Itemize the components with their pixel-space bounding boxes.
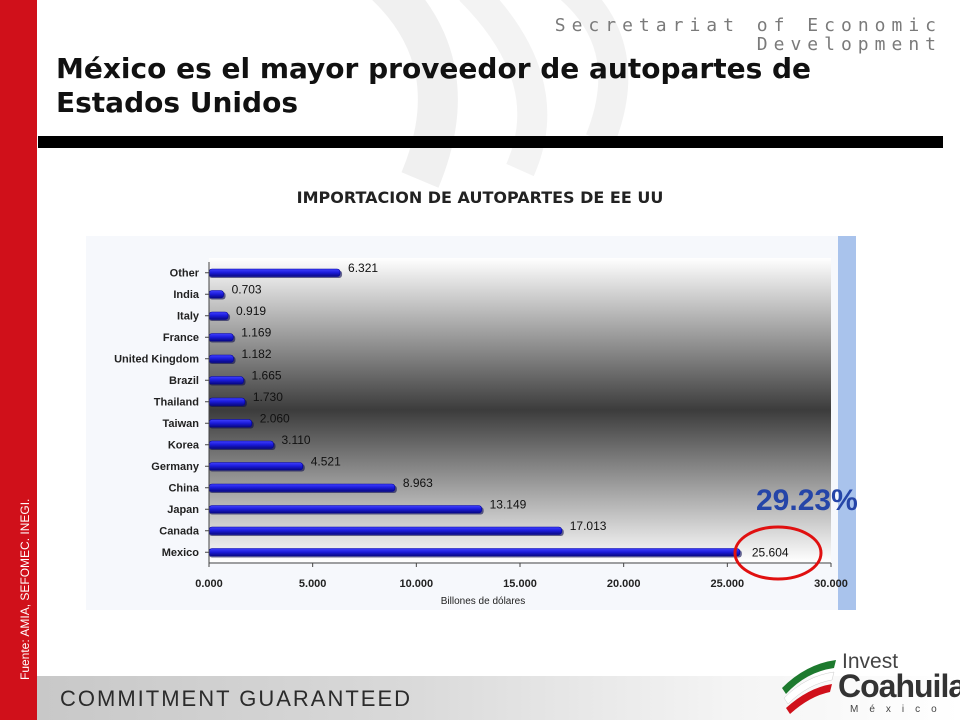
plot-area <box>209 258 831 562</box>
value-label: 1.730 <box>253 390 283 404</box>
category-label: Canada <box>159 525 200 537</box>
x-tick-label: 15.000 <box>503 578 537 590</box>
slogan: COMMITMENT GUARANTEED <box>60 686 413 711</box>
bar-italy <box>208 311 229 320</box>
value-label: 25.604 <box>752 545 789 559</box>
bar-china <box>208 483 396 492</box>
bar-other <box>208 268 341 277</box>
value-label: 8.963 <box>403 476 433 490</box>
x-axis-label: Billones de dólares <box>441 596 526 607</box>
x-tick-label: 0.000 <box>195 578 223 590</box>
category-label: Other <box>170 267 200 279</box>
category-label: Thailand <box>154 396 199 408</box>
value-label: 13.149 <box>490 497 527 511</box>
category-label: Mexico <box>162 547 200 559</box>
mexico-share-callout: 29.23% <box>756 484 858 517</box>
category-label: Korea <box>168 439 200 451</box>
value-label: 4.521 <box>311 454 341 468</box>
category-label: China <box>168 482 199 494</box>
category-label: India <box>173 289 200 301</box>
highlight-circle <box>733 525 823 581</box>
category-label: Italy <box>177 310 200 322</box>
bar-brazil <box>208 376 244 385</box>
title-divider <box>38 136 943 148</box>
category-label: Japan <box>167 504 199 516</box>
invest-coahuila-logo: Invest Coahuila México <box>776 650 960 718</box>
x-tick-label: 20.000 <box>607 578 641 590</box>
x-tick-label: 25.000 <box>711 578 745 590</box>
category-label: United Kingdom <box>114 353 199 365</box>
value-label: 1.182 <box>242 347 272 361</box>
bar-canada <box>208 526 563 535</box>
logo-mexico-text: México <box>850 704 948 715</box>
x-tick-label: 5.000 <box>299 578 327 590</box>
category-label: Brazil <box>169 375 199 387</box>
bar-france <box>208 333 234 342</box>
value-label: 0.919 <box>236 304 266 318</box>
bar-india <box>208 290 224 299</box>
category-label: France <box>163 332 199 344</box>
organization-line-1: Secretariat of Economic <box>554 15 942 36</box>
value-label: 17.013 <box>570 519 607 533</box>
brand-side-bar <box>0 0 37 720</box>
bar-taiwan <box>208 419 253 428</box>
chart-title: IMPORTACION DE AUTOPARTES DE EE UU <box>296 188 664 207</box>
value-label: 2.060 <box>260 411 290 425</box>
x-tick-label: 10.000 <box>400 578 434 590</box>
organization-name: Secretariat of Economic Development <box>555 16 942 54</box>
logo-invest-text: Invest <box>842 650 899 673</box>
bar-united-kingdom <box>208 354 234 363</box>
x-tick-label: 30.000 <box>814 578 848 590</box>
logo-coahuila-text: Coahuila <box>838 668 960 704</box>
value-label: 1.665 <box>252 368 282 382</box>
bar-japan <box>208 505 482 514</box>
bar-mexico <box>208 548 741 557</box>
bar-thailand <box>208 397 246 406</box>
value-label: 6.321 <box>348 261 378 275</box>
bar-korea <box>208 440 274 449</box>
bar-germany <box>208 462 304 471</box>
value-label: 0.703 <box>232 282 262 296</box>
category-label: Germany <box>151 461 200 473</box>
chart-frame-edge <box>838 236 856 610</box>
logo-emblem-icon <box>782 660 836 714</box>
page-title: México es el mayor proveedor de autopart… <box>56 52 812 119</box>
value-label: 1.169 <box>241 325 271 339</box>
value-label: 3.110 <box>281 433 310 447</box>
organization-line-2: Development <box>756 34 942 55</box>
category-label: Taiwan <box>163 418 200 430</box>
